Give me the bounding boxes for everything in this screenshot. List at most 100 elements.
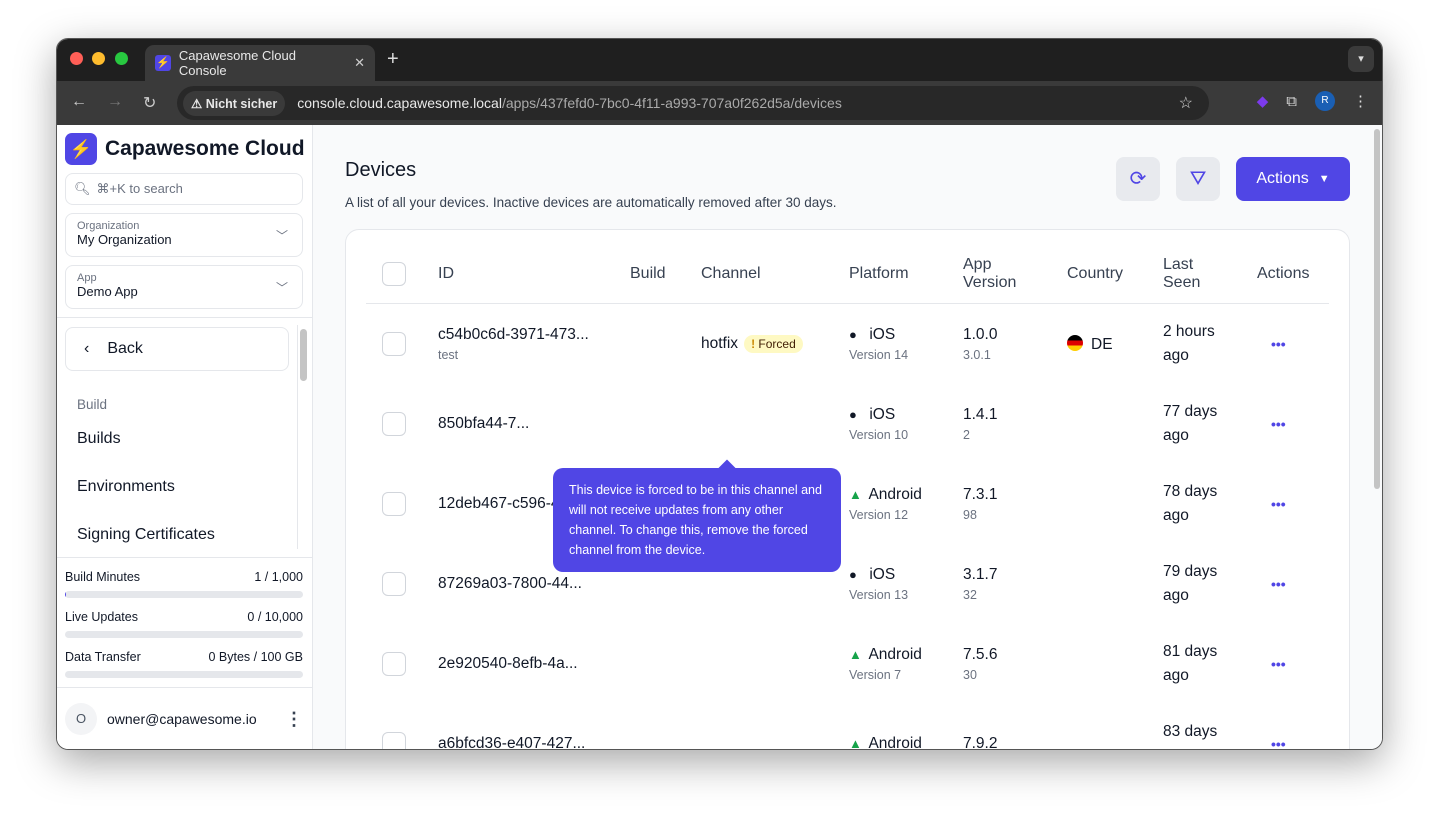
organization-select[interactable]: Organization My Organization ﹀	[65, 213, 303, 257]
tab-title: Capawesome Cloud Console	[178, 48, 296, 78]
device-id[interactable]: 87269a03-7800-44...	[438, 575, 582, 592]
extension-logo-icon[interactable]: ◆	[1256, 93, 1269, 110]
usage-label: Live Updates	[65, 610, 138, 624]
sidebar-item-signing-certificates[interactable]: Signing Certificates	[77, 526, 215, 543]
app-select[interactable]: App Demo App ﹀	[65, 265, 303, 309]
device-platform: Android	[868, 646, 922, 663]
filter-button[interactable]: ⛛	[1176, 157, 1220, 201]
favicon-icon: ⚡	[155, 55, 171, 71]
row-checkbox[interactable]	[382, 492, 406, 516]
search-icon: 🔍︎	[74, 181, 91, 196]
device-id[interactable]: 12deb467-c596-4d7...	[438, 495, 590, 512]
last-seen: 77 days ago	[1163, 403, 1218, 444]
header-id[interactable]: ID	[438, 264, 454, 282]
select-all-checkbox[interactable]	[382, 261, 406, 286]
forced-badge[interactable]: ! Forced	[744, 335, 803, 353]
brand-name: Capawesome Cloud	[105, 137, 305, 160]
address-bar[interactable]: ⚠ Nicht sicher console.cloud.capawesome.…	[177, 86, 1209, 120]
header-app-version[interactable]: App Version	[963, 255, 1017, 291]
url-path: /apps/437fefd0-7bc0-4f11-a993-707a0f262d…	[501, 95, 842, 111]
user-email: owner@capawesome.io	[107, 711, 257, 727]
sidebar-item-builds[interactable]: Builds	[77, 430, 121, 447]
usage-label: Build Minutes	[65, 570, 141, 584]
section-label-build: Build	[77, 397, 108, 412]
header-platform[interactable]: Platform	[849, 264, 909, 282]
row-actions-menu-icon[interactable]: •••	[1271, 336, 1286, 352]
row-checkbox[interactable]	[382, 732, 406, 749]
header-country[interactable]: Country	[1067, 264, 1124, 282]
row-checkbox[interactable]	[382, 652, 406, 676]
sidebar: ⚡ Capawesome Cloud 🔍︎ ⌘+K to search Organi…	[57, 125, 313, 749]
usage-live-updates: Live Updates 0 / 10,000	[65, 610, 303, 638]
app-version: 1.4.1	[963, 406, 998, 423]
last-seen: 83 days ago	[1163, 723, 1218, 749]
row-actions-menu-icon[interactable]: •••	[1271, 576, 1286, 592]
filter-icon: ⛛	[1189, 168, 1207, 190]
apple-icon: ●	[849, 567, 857, 582]
maximize-window-button[interactable]	[115, 52, 128, 65]
table-row[interactable]: 850bfa44-7... ● iOS Version 10 1.4.1 2 77 …	[366, 384, 1329, 464]
table-row[interactable]: 12deb467-c596-4d7... ▲ Android Version 12…	[366, 464, 1329, 544]
table-row[interactable]: a6bfcd36-e407-427... ▲ Android 7.9.2 83 …	[366, 704, 1329, 749]
brand[interactable]: ⚡ Capawesome Cloud	[65, 133, 305, 165]
table-row[interactable]: 2e920540-8efb-4a... ▲ Android Version 7 7…	[366, 624, 1329, 704]
table-row[interactable]: 87269a03-7800-44... ● iOS Version 13 3.1.…	[366, 544, 1329, 624]
row-checkbox[interactable]	[382, 412, 406, 436]
extensions-puzzle-icon[interactable]: ⧉	[1286, 92, 1297, 110]
header-channel[interactable]: Channel	[701, 264, 761, 282]
sidebar-scrollbar[interactable]	[297, 325, 307, 549]
tab-search-button[interactable]: ▾	[1348, 46, 1374, 72]
table-row[interactable]: c54b0c6d-3971-473... test hotfix! Forced …	[366, 304, 1329, 384]
device-id[interactable]: 850bfa44-7...	[438, 415, 530, 432]
row-actions-menu-icon[interactable]: •••	[1271, 416, 1286, 432]
usage-data-transfer: Data Transfer 0 Bytes / 100 GB	[65, 650, 303, 678]
row-actions-menu-icon[interactable]: •••	[1271, 496, 1286, 512]
row-checkbox[interactable]	[382, 572, 406, 596]
germany-flag-icon	[1067, 334, 1083, 351]
os-version: Version 14	[849, 348, 909, 362]
sidebar-item-environments[interactable]: Environments	[77, 478, 175, 495]
header-build[interactable]: Build	[630, 264, 666, 282]
table-header: ID Build Channel Platform App Version Co…	[366, 244, 1329, 304]
new-tab-button[interactable]: +	[387, 48, 399, 70]
row-actions-menu-icon[interactable]: •••	[1271, 736, 1286, 749]
chevron-down-icon: ﹀	[275, 229, 288, 243]
bookmark-star-icon[interactable]: ☆	[1178, 95, 1193, 112]
usage-value: 0 Bytes / 100 GB	[208, 650, 304, 664]
app-build-number: 98	[963, 508, 977, 522]
profile-avatar[interactable]: R	[1315, 91, 1335, 111]
page-title: Devices	[345, 159, 417, 181]
security-indicator[interactable]: ⚠ Nicht sicher	[183, 90, 286, 116]
header-last-seen[interactable]: Last Seen	[1163, 255, 1201, 291]
close-window-button[interactable]	[70, 52, 83, 65]
forced-channel-tooltip: This device is forced to be in this chan…	[553, 468, 841, 572]
close-tab-icon[interactable]: ✕	[354, 55, 365, 70]
devices-table: ID Build Channel Platform App Version Co…	[345, 229, 1350, 749]
row-actions-menu-icon[interactable]: •••	[1271, 656, 1286, 672]
actions-button[interactable]: Actions ▼	[1236, 157, 1350, 201]
main-scrollbar[interactable]	[1372, 125, 1382, 749]
app-version: 7.3.1	[963, 486, 998, 503]
browser-tab[interactable]: ⚡ Capawesome Cloud Console ✕	[145, 45, 375, 81]
sidebar-scroll-thumb[interactable]	[300, 329, 307, 381]
back-arrow-icon[interactable]: ←	[71, 93, 87, 110]
divider	[57, 317, 312, 318]
row-checkbox[interactable]	[382, 332, 406, 356]
usage-value: 0 / 10,000	[247, 610, 303, 624]
browser-menu-icon[interactable]: ⋮	[1353, 93, 1368, 110]
refresh-button[interactable]: ⟳	[1116, 157, 1160, 201]
org-value: My Organization	[77, 232, 172, 247]
device-id[interactable]: a6bfcd36-e407-427...	[438, 735, 586, 749]
device-platform: Android	[868, 486, 922, 503]
device-id[interactable]: 2e920540-8efb-4a...	[438, 655, 578, 672]
search-input[interactable]: 🔍︎ ⌘+K to search	[65, 173, 303, 205]
app-version: 7.9.2	[963, 735, 998, 749]
reload-icon[interactable]: ↻	[143, 95, 157, 112]
back-button[interactable]: ‹ Back	[65, 327, 289, 371]
minimize-window-button[interactable]	[92, 52, 105, 65]
device-id[interactable]: c54b0c6d-3971-473...	[438, 326, 589, 343]
app-label: App	[77, 272, 97, 284]
more-vertical-icon[interactable]: ⋮	[285, 708, 303, 729]
forward-arrow-icon[interactable]: →	[107, 93, 123, 110]
